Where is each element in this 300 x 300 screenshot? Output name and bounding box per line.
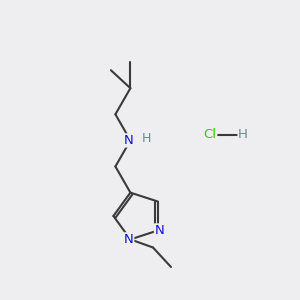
Text: N: N (154, 224, 164, 237)
Text: N: N (124, 134, 134, 147)
Text: H: H (142, 132, 152, 146)
Text: Cl: Cl (203, 128, 217, 142)
Text: H: H (238, 128, 248, 142)
Text: N: N (124, 233, 134, 246)
